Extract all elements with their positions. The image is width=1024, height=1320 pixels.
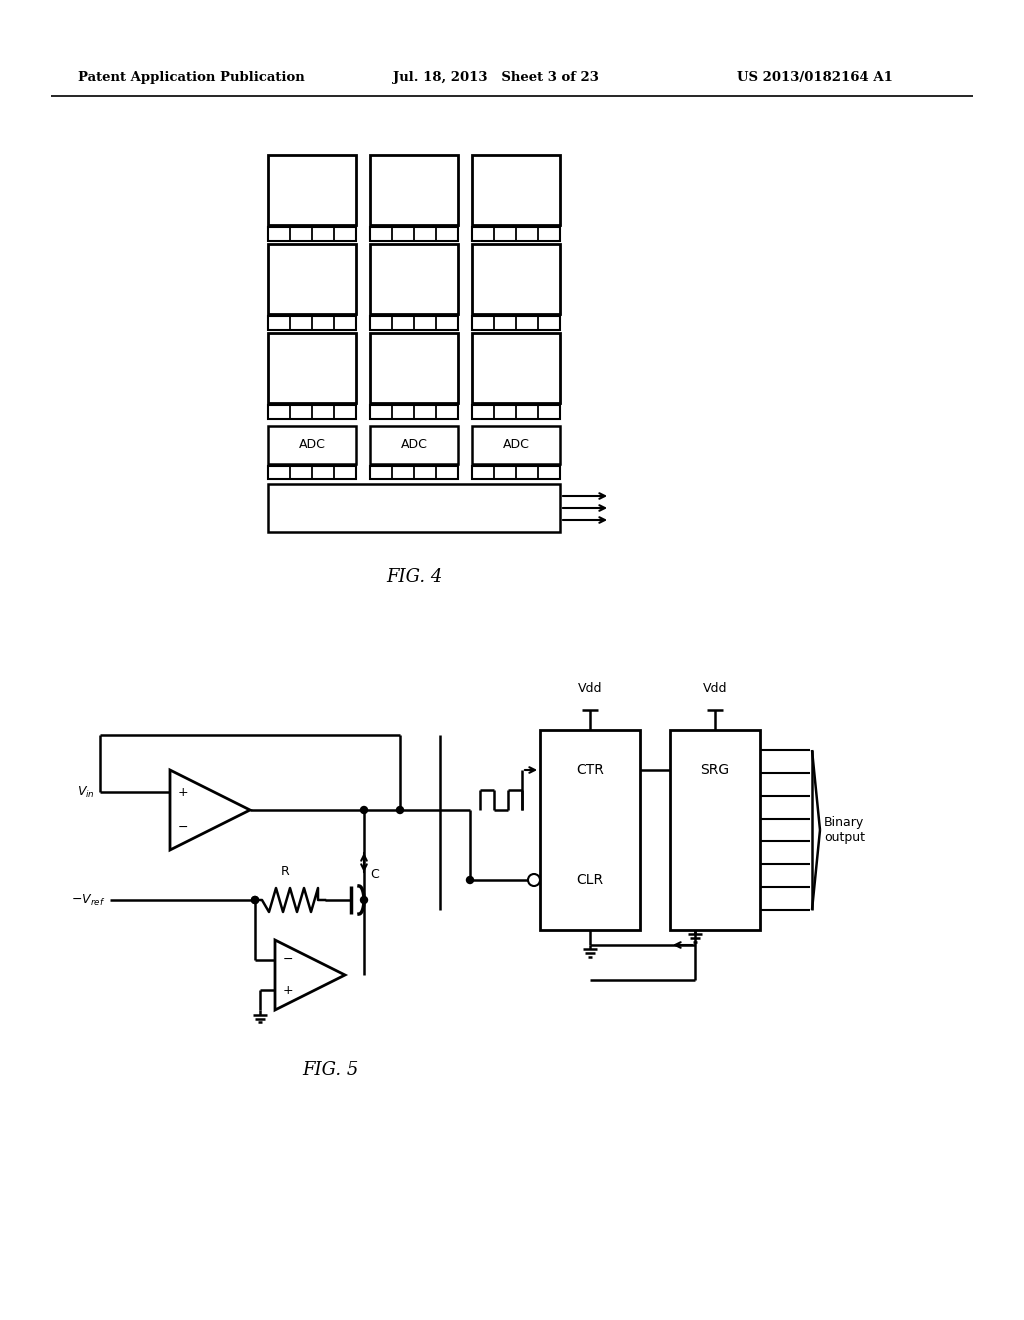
Bar xyxy=(370,154,458,224)
Circle shape xyxy=(252,896,258,903)
Text: CLR: CLR xyxy=(577,873,603,887)
Circle shape xyxy=(528,874,540,886)
Text: ADC: ADC xyxy=(299,438,326,451)
Text: CTR: CTR xyxy=(577,763,604,777)
Bar xyxy=(472,227,560,242)
Text: Patent Application Publication: Patent Application Publication xyxy=(78,71,305,84)
Bar xyxy=(370,466,458,479)
Text: C: C xyxy=(370,869,379,880)
Bar xyxy=(472,426,560,465)
Text: Jul. 18, 2013   Sheet 3 of 23: Jul. 18, 2013 Sheet 3 of 23 xyxy=(393,71,599,84)
Text: ADC: ADC xyxy=(503,438,529,451)
Bar xyxy=(370,333,458,403)
Text: $-V_{ref}$: $-V_{ref}$ xyxy=(71,892,105,908)
Text: FIG. 5: FIG. 5 xyxy=(302,1061,358,1078)
Bar xyxy=(268,484,560,532)
Bar xyxy=(472,466,560,479)
Text: Binary
output: Binary output xyxy=(824,816,865,843)
Bar xyxy=(268,154,356,224)
Bar xyxy=(370,227,458,242)
Text: $V_{in}$: $V_{in}$ xyxy=(77,785,95,800)
Circle shape xyxy=(360,896,368,903)
Bar xyxy=(472,154,560,224)
Text: SRG: SRG xyxy=(700,763,729,777)
Bar xyxy=(268,244,356,314)
Bar xyxy=(268,405,356,418)
Bar xyxy=(268,426,356,465)
Text: FIG. 4: FIG. 4 xyxy=(386,568,442,586)
Text: US 2013/0182164 A1: US 2013/0182164 A1 xyxy=(737,71,893,84)
Bar xyxy=(472,405,560,418)
Bar xyxy=(268,333,356,403)
Text: +: + xyxy=(178,785,188,799)
Text: Vdd: Vdd xyxy=(702,682,727,696)
Text: R: R xyxy=(281,865,290,878)
Bar xyxy=(540,730,640,931)
Bar xyxy=(472,333,560,403)
Text: −: − xyxy=(283,953,294,966)
Circle shape xyxy=(360,807,368,813)
Bar xyxy=(268,227,356,242)
Text: Vdd: Vdd xyxy=(578,682,602,696)
Bar xyxy=(472,315,560,330)
Bar xyxy=(268,466,356,479)
Bar xyxy=(370,244,458,314)
Circle shape xyxy=(252,896,258,903)
Text: −: − xyxy=(178,821,188,834)
Bar xyxy=(370,405,458,418)
Bar xyxy=(370,426,458,465)
Bar xyxy=(370,315,458,330)
Bar xyxy=(268,315,356,330)
Circle shape xyxy=(396,807,403,813)
Circle shape xyxy=(467,876,473,883)
Bar xyxy=(472,244,560,314)
Text: ADC: ADC xyxy=(400,438,427,451)
Text: +: + xyxy=(283,983,294,997)
Bar xyxy=(670,730,760,931)
